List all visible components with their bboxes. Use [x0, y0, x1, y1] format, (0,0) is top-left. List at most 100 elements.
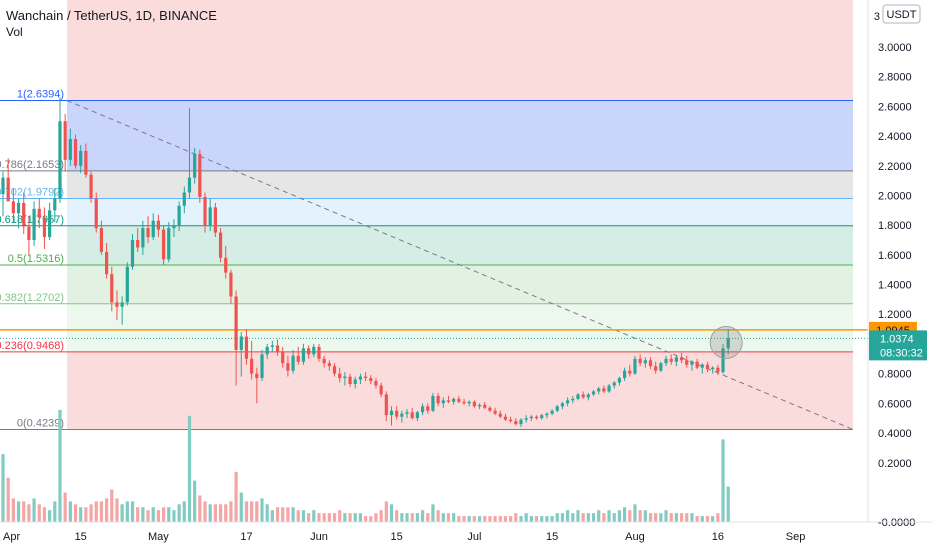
candle-body — [198, 153, 202, 197]
candle-body — [208, 207, 212, 226]
candle-body — [623, 370, 627, 379]
candle-body — [22, 202, 26, 227]
candle-body — [250, 358, 254, 374]
volume-bar — [343, 513, 347, 522]
highlight-circle — [709, 325, 743, 359]
volume-bar — [509, 516, 513, 522]
candle-body — [125, 266, 129, 303]
candle-body — [161, 229, 166, 260]
candle-body — [519, 419, 523, 425]
fib-label: 1(2.6394) — [17, 89, 64, 101]
volume-bar — [48, 510, 52, 522]
volume-bar — [73, 504, 78, 522]
volume-bar — [379, 510, 383, 522]
candle-body — [576, 394, 580, 399]
price-tick: 0.6000 — [878, 398, 912, 410]
candle-body — [472, 401, 476, 407]
fib-label: 0(0.4239) — [17, 417, 64, 429]
volume-bar — [275, 507, 280, 522]
currency-label: USDT — [887, 9, 917, 21]
volume-bar — [332, 513, 337, 522]
candle-body — [638, 358, 642, 364]
volume-bar — [6, 477, 10, 522]
volume-label: Vol — [6, 25, 23, 39]
volume-bar — [638, 510, 642, 522]
candle-body — [384, 394, 388, 416]
price-axis-bg — [868, 0, 932, 550]
fib-zone — [67, 351, 853, 430]
volume-bar — [68, 501, 72, 522]
candle-body — [286, 363, 290, 371]
volume-bar — [364, 516, 368, 522]
x-tick-label: 17 — [240, 531, 252, 543]
candle-body — [27, 226, 31, 240]
candle-body — [99, 228, 104, 252]
volume-bar — [218, 504, 223, 522]
volume-bar — [229, 501, 233, 522]
candle-body — [89, 174, 93, 199]
volume-bar — [99, 501, 104, 522]
volume-bar — [79, 507, 83, 522]
x-tick-label: Jun — [310, 531, 328, 543]
candle-body — [477, 404, 482, 407]
price-tick: 1.8000 — [878, 220, 912, 232]
volume-bar — [53, 501, 57, 522]
candle-body — [664, 358, 668, 364]
volume-bar — [244, 501, 249, 522]
candle-body — [483, 404, 487, 408]
fib-label: 0.5(1.5316) — [8, 253, 64, 265]
volume-bar — [307, 513, 311, 522]
volume-bar — [151, 507, 155, 522]
volume-bar — [659, 513, 663, 522]
volume-bar — [602, 513, 606, 522]
candle-body — [503, 416, 508, 420]
candle-body — [224, 257, 228, 273]
volume-bar — [327, 513, 331, 522]
volume-bar — [374, 513, 378, 522]
volume-bar — [11, 498, 15, 522]
volume-bar — [208, 504, 212, 522]
volume-bar — [1, 454, 5, 522]
candle-body — [705, 364, 710, 370]
candle-body — [146, 228, 150, 238]
volume-bar — [472, 516, 476, 522]
volume-bar — [58, 409, 62, 522]
candle-body — [602, 388, 606, 392]
volume-bar — [452, 513, 456, 522]
candle-body — [685, 360, 689, 365]
candle-body — [301, 348, 306, 362]
volume-bar — [540, 516, 544, 522]
x-tick-label: 15 — [546, 531, 558, 543]
price-tick: 2.0000 — [878, 190, 912, 202]
volume-bar — [514, 513, 518, 522]
candle-body — [348, 376, 352, 385]
volume-bar — [690, 513, 694, 522]
candle-body — [42, 217, 47, 238]
candle-body — [130, 240, 135, 267]
x-tick-label: Aug — [625, 531, 645, 543]
candle-body — [415, 412, 419, 419]
candle-body — [156, 220, 160, 230]
candle-body — [571, 398, 575, 401]
candle-body — [296, 355, 300, 362]
volume-bar — [322, 513, 326, 522]
candle-body — [534, 416, 539, 419]
volume-bar — [555, 513, 559, 522]
volume-bar — [167, 507, 171, 522]
fib-label: 0.618(1.7957) — [0, 214, 64, 226]
candle-body — [369, 378, 373, 382]
fib-zone — [67, 100, 853, 171]
volume-bar — [213, 504, 217, 522]
volume-tick: 0.2000 — [878, 458, 912, 470]
volume-bar — [591, 513, 596, 522]
volume-bar — [679, 513, 684, 522]
volume-bar — [395, 510, 399, 522]
candle-body — [498, 413, 502, 417]
candle-body — [343, 376, 347, 379]
candle-body — [426, 406, 430, 411]
volume-bar — [685, 513, 689, 522]
candle-body — [488, 407, 492, 411]
candle-body — [648, 360, 653, 367]
candle-body — [172, 225, 176, 229]
